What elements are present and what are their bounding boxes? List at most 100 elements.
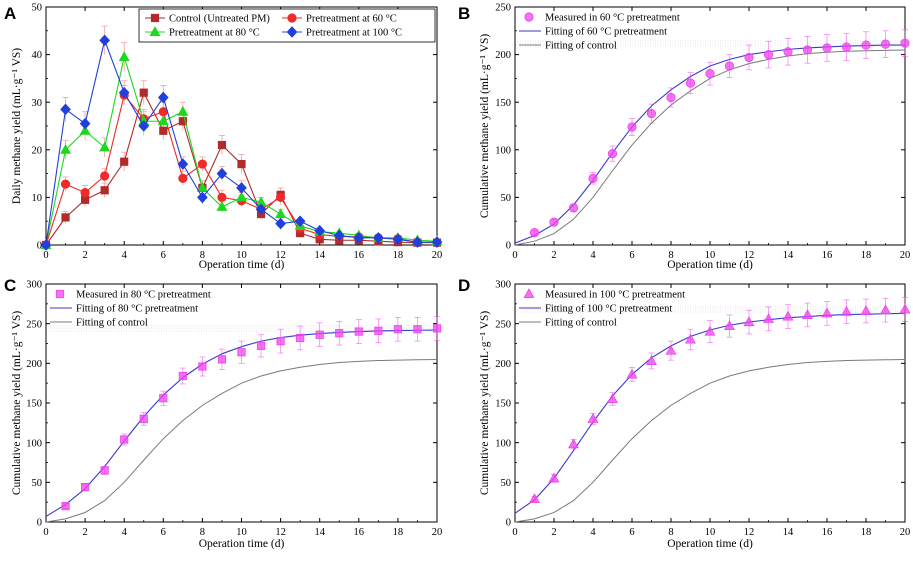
x-tick-label: 10: [236, 250, 247, 261]
legend-label: Pretreatment at 100 °C: [306, 28, 402, 39]
x-tick-label: 6: [629, 250, 634, 261]
data-point: [860, 305, 872, 315]
data-point: [198, 362, 207, 371]
data-point: [549, 217, 559, 227]
x-tick-label: 16: [822, 527, 833, 538]
data-point: [393, 325, 403, 334]
panel-letter-d: D: [458, 276, 470, 295]
x-tick-label: 8: [200, 250, 205, 261]
legend-marker: [287, 13, 297, 23]
y-tick-label: 250: [495, 319, 511, 330]
data-point: [744, 52, 754, 63]
x-tick-label: 6: [629, 527, 634, 538]
x-tick-label: 8: [668, 250, 673, 261]
data-point: [431, 236, 443, 248]
y-tick-label: 50: [501, 193, 512, 204]
data-point: [40, 239, 52, 251]
data-point: [665, 344, 677, 355]
data-point: [99, 141, 111, 152]
data-point: [335, 329, 344, 338]
x-tick-label: 14: [783, 250, 794, 261]
data-point: [138, 120, 150, 132]
legend: Measured in 60 °C pretreatment Fitting of…: [519, 12, 680, 52]
data-point: [861, 40, 871, 50]
y-tick-label: 200: [495, 50, 511, 61]
y-tick-label: 300: [495, 280, 511, 291]
data-point: [763, 313, 774, 323]
legend-label: Measured in 100 °C pretreatment: [545, 290, 685, 301]
x-tick-label: 12: [744, 250, 755, 261]
panel-a-ylabel: Daily methane yield (mL·g⁻¹ VS): [11, 48, 23, 204]
data-point: [60, 103, 71, 116]
x-tick-label: 20: [900, 250, 911, 261]
x-tick-label: 18: [393, 250, 404, 261]
series-2: [62, 42, 440, 243]
data-point: [275, 192, 286, 202]
data-point: [100, 171, 110, 181]
data-point: [588, 173, 598, 183]
x-tick-label: 0: [512, 527, 517, 538]
data-point: [821, 307, 833, 318]
legend: Control (Untreated PM) Pretreatment at 60…: [138, 8, 436, 43]
legend-label: Measured in 80 °C pretreatment: [76, 290, 211, 301]
panel-b-xlabel: Operation time (d): [667, 259, 753, 271]
y-tick-label: 250: [26, 319, 42, 330]
data-point: [178, 173, 188, 183]
legend-label: Fitting of control: [545, 41, 617, 52]
data-point: [432, 324, 442, 333]
data-point: [139, 88, 148, 97]
x-tick-label: 6: [161, 527, 166, 538]
data-point: [704, 325, 716, 336]
data-point: [353, 232, 365, 244]
data-point: [236, 182, 247, 194]
data-point: [607, 393, 618, 404]
x-tick-label: 20: [432, 250, 443, 261]
x-tick-label: 10: [705, 250, 716, 261]
data-point: [100, 186, 109, 195]
data-point: [899, 303, 911, 314]
control-fit-line: [514, 359, 906, 523]
data-point: [529, 493, 540, 503]
data-point: [60, 143, 72, 154]
y-tick-label: 150: [26, 399, 42, 410]
data-point: [841, 305, 852, 316]
x-tick-label: 18: [861, 527, 872, 538]
x-tick-label: 12: [744, 527, 755, 538]
y-tick-label: 300: [26, 280, 42, 291]
data-point: [216, 167, 228, 180]
data-point: [373, 232, 384, 244]
x-tick-label: 20: [900, 527, 911, 538]
data-point: [237, 348, 246, 357]
data-point: [216, 201, 228, 211]
data-point: [314, 224, 326, 237]
data-point: [177, 105, 189, 116]
panel-d-xlabel: Operation time (d): [667, 538, 753, 550]
data-point: [157, 115, 169, 126]
data-point: [880, 39, 891, 49]
series-1: [62, 85, 440, 244]
x-tick-label: 0: [512, 250, 517, 261]
panel-a: A Operation time (d) Daily methane yield…: [4, 3, 443, 271]
data-point: [159, 126, 168, 135]
legend-marker: [55, 289, 65, 299]
x-tick-label: 14: [783, 527, 794, 538]
data-point: [646, 109, 657, 119]
y-tick-label: 100: [495, 145, 511, 156]
x-tick-label: 20: [432, 527, 443, 538]
data-point: [724, 61, 735, 71]
treatment-fit-line: [514, 312, 906, 514]
data-point: [217, 355, 227, 364]
y-tick-label: 0: [37, 518, 42, 529]
x-tick-label: 4: [122, 527, 128, 538]
legend: Measured in 80 °C pretreatment Fitting of…: [50, 290, 211, 329]
data-point: [61, 502, 70, 511]
data-point: [743, 316, 755, 327]
y-tick-label: 20: [32, 145, 43, 156]
x-tick-label: 6: [161, 250, 166, 261]
panel-d: D Operation time (d) Cumulative methane …: [458, 276, 911, 550]
x-tick-label: 8: [200, 527, 205, 538]
legend-marker: [286, 26, 298, 38]
data-point: [392, 233, 404, 246]
data-point: [60, 179, 71, 189]
